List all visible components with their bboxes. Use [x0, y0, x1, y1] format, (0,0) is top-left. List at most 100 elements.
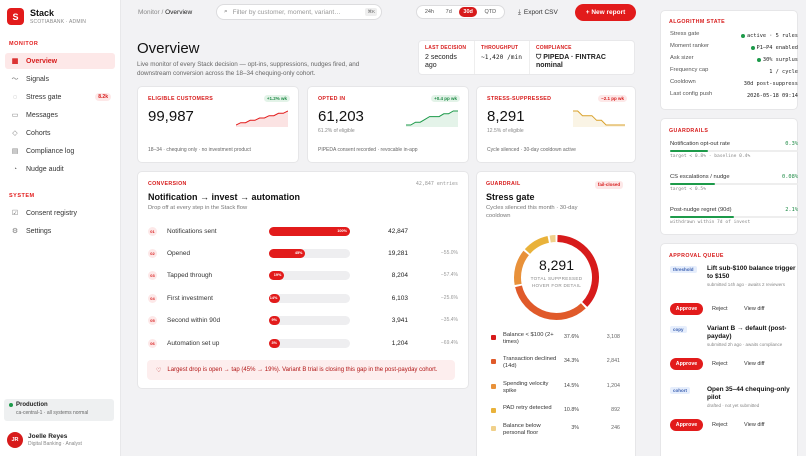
search-input[interactable]: ⌕ Filter by customer, moment, variant… ⌘…: [216, 4, 382, 20]
stat-throughput: THROUGHPUT ~1,420 /min: [475, 41, 530, 74]
breadcrumb-root[interactable]: Monitor: [138, 9, 160, 16]
approve-button[interactable]: Approve: [670, 358, 703, 370]
guardrail-metric[interactable]: Post-nudge regret (90d) 2.1% withdrawn wit…: [670, 207, 798, 225]
reject-button[interactable]: Reject: [712, 361, 728, 367]
sidebar-item-label: Messages: [26, 111, 58, 119]
suppression-donut-chart[interactable]: [510, 231, 603, 324]
brand-name: Stack: [30, 8, 55, 18]
fail-closed-chip: fail-closed: [595, 181, 623, 189]
sparkline-area: [573, 111, 625, 127]
guardrail-metric[interactable]: CS escalations / nudge 0.08% target < 0.5%: [670, 174, 798, 192]
reject-button[interactable]: Reject: [712, 306, 728, 312]
sidebar-item-label: Consent registry: [26, 209, 77, 217]
legend-count: 892: [611, 407, 620, 413]
algorithm-key: Moment ranker: [670, 43, 709, 49]
range-30d[interactable]: 30d: [459, 7, 477, 17]
kpi-opted-in: OPTED IN +0.4 pp wk 61,203 61.2% of elig…: [307, 86, 469, 163]
conversion-step[interactable]: 02 Opened 45% 19,281 −55.0%: [148, 246, 458, 260]
algorithm-row: Frequency cap 1 / cycle: [670, 67, 798, 77]
sidebar-item-cohorts[interactable]: ◇ Cohorts: [5, 125, 115, 141]
donut-segment[interactable]: [515, 285, 586, 320]
step-bar-fill: 100%: [269, 226, 350, 236]
conversion-step[interactable]: 06 Automation set up 3% 1,204 −69.4%: [148, 336, 458, 350]
approval-type-chip: cohort: [670, 387, 690, 394]
sidebar-item-messages[interactable]: ▭ Messages: [5, 107, 115, 123]
sidebar-item-compliance-log[interactable]: ▤ Compliance log: [5, 143, 115, 159]
sidebar-item-signals[interactable]: 〜 Signals: [5, 71, 115, 87]
sidebar-item-label: Cohorts: [26, 129, 51, 137]
donut-segment[interactable]: [514, 250, 530, 286]
algorithm-label: ALGORITHM STATE: [669, 19, 726, 25]
kpi-value: 61,203: [318, 108, 364, 125]
conversion-step[interactable]: 01 Notifications sent 100% 42,847: [148, 224, 458, 238]
algorithm-row: Last config push 2026-05-18 09:14: [670, 91, 798, 101]
step-bar-track: [269, 248, 350, 258]
stress-gate-sub: Cycles silenced this month · 30-day cool…: [486, 205, 578, 219]
sidebar: S Stack SCOTIABANK · ADMIN MONITOR ▦ Ove…: [0, 0, 121, 456]
reject-button[interactable]: Reject: [712, 422, 728, 428]
algorithm-row: Moment ranker P1–P4 enabled: [670, 43, 798, 53]
legend-row[interactable]: Spending velocity spike 14.5% 1,204: [490, 381, 620, 395]
donut-segment[interactable]: [549, 235, 556, 243]
approve-button[interactable]: Approve: [670, 419, 703, 431]
guardrail-target: target < 0.8% · baseline 0.4%: [670, 154, 751, 159]
donut-segment[interactable]: [557, 235, 599, 307]
range-24h[interactable]: 24h: [424, 9, 434, 15]
status-dot-icon: [740, 34, 745, 38]
range-7d[interactable]: 7d: [445, 9, 452, 15]
approve-button[interactable]: Approve: [670, 303, 703, 315]
guardrail-metric[interactable]: Notification opt-out rate 0.3% target < 0.…: [670, 141, 798, 159]
legend-name: Transaction declined (14d): [503, 356, 557, 369]
algorithm-value: P1–P4 enabled: [750, 43, 798, 53]
sidebar-item-label: Signals: [26, 75, 49, 83]
kpi-stress-suppressed: STRESS-SUPPRESSED −2.1 pp wk 8,291 12.5%…: [476, 86, 636, 163]
breadcrumb-current: Overview: [165, 9, 193, 16]
approval-title[interactable]: Variant B → default (post-payday): [707, 325, 787, 340]
step-name: First investment: [167, 294, 213, 302]
sidebar-item-label: Compliance log: [26, 147, 75, 155]
user-profile[interactable]: JR Joelle Reyes Digital Banking · Analys…: [7, 432, 82, 448]
view-diff-button[interactable]: View diff: [744, 361, 765, 367]
sparkline-line: [406, 110, 458, 126]
legend-swatch: [491, 384, 496, 389]
legend-row[interactable]: Balance < $100 (2+ times) 37.6% 3,108: [490, 332, 620, 346]
export-csv-button[interactable]: ⤓ Export CSV: [518, 9, 558, 17]
sidebar-item-nudge-audit[interactable]: ◔ Nudge audit: [5, 161, 115, 177]
approval-title[interactable]: Open 35–44 chequing-only pilot: [707, 386, 790, 401]
algorithm-row: Ask sizer 30% surplus: [670, 55, 798, 65]
view-diff-button[interactable]: View diff: [744, 306, 765, 312]
audit-icon: ◔: [12, 165, 18, 173]
step-count: 6,103: [391, 294, 408, 302]
legend-row[interactable]: Transaction declined (14d) 34.3% 2,841: [490, 356, 620, 370]
brand[interactable]: S Stack SCOTIABANK · ADMIN: [7, 8, 86, 25]
approval-title[interactable]: Lift sub-$100 balance trigger to $150: [707, 265, 796, 280]
conversion-step[interactable]: 03 Tapped through 19% 8,204 −57.4%: [148, 268, 458, 282]
sidebar-item-stress-gate[interactable]: ◌ Stress gate 8.2k: [5, 89, 115, 105]
kpi-sparkline: [236, 110, 288, 127]
sidebar-item-settings[interactable]: ⚙ Settings: [5, 223, 115, 239]
guardrail-target: target < 0.5%: [670, 187, 706, 192]
legend-count: 246: [611, 425, 620, 431]
algorithm-value-text: 2026-05-18 09:14: [746, 93, 798, 99]
sidebar-item-overview[interactable]: ▦ Overview: [5, 53, 115, 69]
conversion-step[interactable]: 05 Second within 90d 9% 3,941 −35.4%: [148, 313, 458, 327]
cohort-icon: ◇: [12, 130, 18, 137]
shield-icon: ⛉: [536, 54, 544, 61]
sidebar-item-consent-registry[interactable]: ☑ Consent registry: [5, 205, 115, 221]
algorithm-key: Stress gate: [670, 31, 700, 37]
donut-segment[interactable]: [524, 235, 550, 254]
step-number: 04: [148, 293, 157, 303]
legend-row[interactable]: Balance below personal floor 3% 246: [490, 423, 620, 437]
conversion-step[interactable]: 04 First investment 14% 6,103 −25.6%: [148, 291, 458, 305]
view-diff-button[interactable]: View diff: [744, 422, 765, 428]
range-qtd[interactable]: QTD: [484, 9, 497, 15]
legend-row[interactable]: PAD retry detected 10.8% 892: [490, 405, 620, 419]
gate-icon: ◌: [12, 93, 18, 101]
guardrail-name: Notification opt-out rate: [670, 141, 730, 147]
time-range-selector: 24h 7d 30d QTD: [416, 5, 505, 19]
guardrail-bar-fill: [670, 183, 715, 185]
approval-item: threshold Lift sub-$100 balance trigger t…: [670, 265, 800, 325]
legend-name: Balance below personal floor: [503, 423, 541, 436]
stat-label: COMPLIANCE: [536, 45, 572, 51]
new-report-button[interactable]: + New report: [575, 4, 636, 21]
